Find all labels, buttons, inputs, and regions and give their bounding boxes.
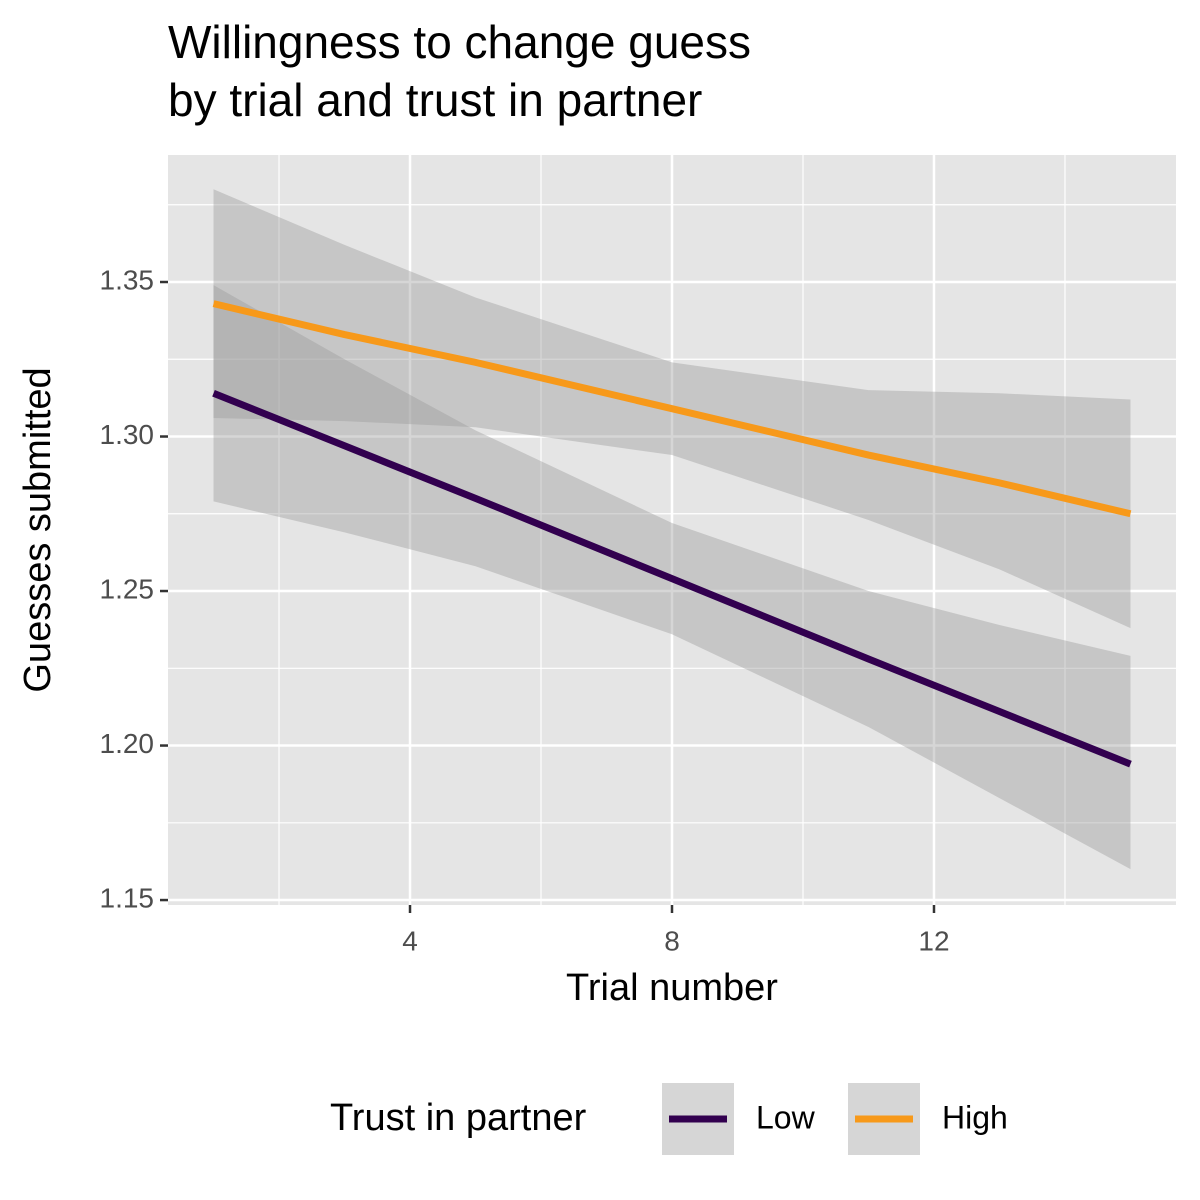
y-tick-label: 1.30 [100, 419, 155, 450]
y-tick-label: 1.35 [100, 264, 155, 295]
chart-title: by trial and trust in partner [168, 74, 702, 126]
x-axis-title: Trial number [566, 967, 778, 1009]
x-tick-label: 8 [664, 925, 680, 956]
legend-label: Low [756, 1099, 816, 1135]
x-tick-label: 4 [402, 925, 418, 956]
line [212, 390, 1132, 768]
chart-title: Willingness to change guess [168, 16, 751, 68]
legend-label: High [942, 1099, 1008, 1135]
y-tick-label: 1.15 [100, 882, 155, 913]
y-tick-label: 1.20 [100, 728, 155, 759]
y-axis-title: Guesses submitted [17, 367, 59, 692]
x-tick-label: 12 [918, 925, 949, 956]
y-tick-label: 1.25 [100, 573, 155, 604]
line [212, 300, 1132, 518]
legend-title: Trust in partner [330, 1097, 587, 1139]
